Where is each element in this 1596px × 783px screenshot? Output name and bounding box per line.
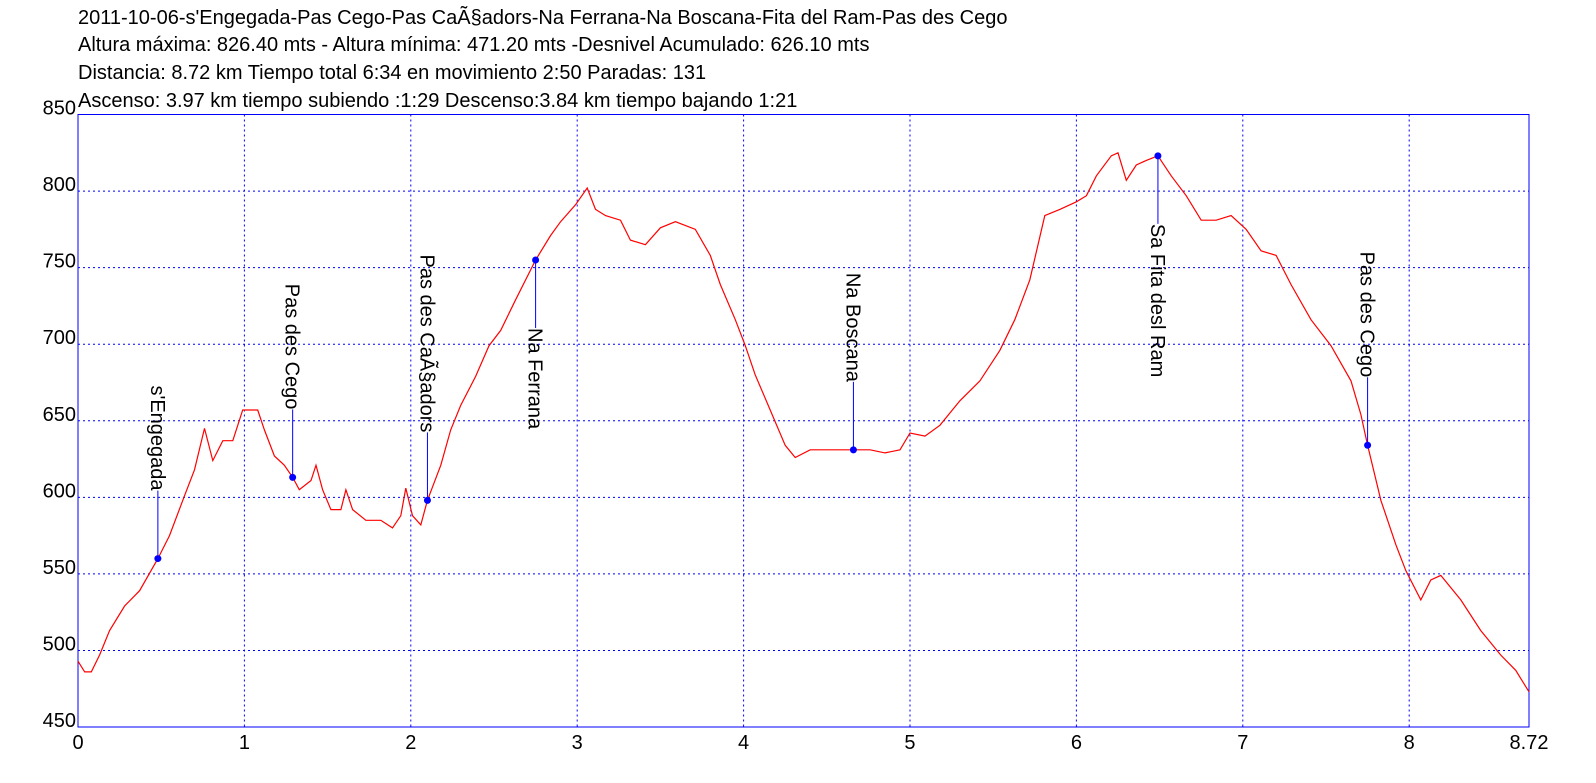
y-tick-label: 850 [43,98,76,120]
elevation-line [77,151,1530,693]
x-tick-label: 7 [1237,732,1248,754]
x-tick-label: 4 [738,732,749,754]
x-tick-label: 0 [72,732,83,754]
y-tick-label: 550 [43,557,76,579]
subtitle: Ascenso: 3.97 km tiempo subiendo :1:29 D… [78,90,797,112]
y-tick-label: 700 [43,327,76,349]
chart-title: 2011-10-06-s'Engegada-Pas Cego-Pas CaÃ§a… [78,5,1007,29]
y-tick-label: 450 [43,710,76,732]
x-tick-label: 6 [1071,732,1082,754]
waypoint-label: Pas des CaÃ§adors [415,254,439,432]
y-tick-label: 800 [43,174,76,196]
x-tick-label: 5 [904,732,915,754]
waypoint-marker [532,256,540,264]
waypoint-label: Pas des Cego [1356,252,1378,378]
waypoint-marker [1154,152,1162,160]
waypoint-marker [1364,441,1372,449]
x-tick-label: 8.72 [1510,732,1549,754]
x-tick-label: 2 [405,732,416,754]
waypoint-label: s'Engegada [146,386,168,492]
x-tick-label: 8 [1404,732,1415,754]
waypoint-marker [849,446,857,454]
x-tick-label: 1 [239,732,250,754]
waypoint-label: Na Boscana [841,273,863,383]
subtitle: Distancia: 8.72 km Tiempo total 6:34 en … [78,62,706,84]
waypoint-marker [154,555,162,563]
y-tick-label: 650 [43,404,76,426]
waypoint-label: Na Ferrana [524,328,546,430]
waypoint-label: Pas des Cego [281,284,303,410]
y-tick-label: 750 [43,251,76,273]
y-tick-label: 500 [43,633,76,655]
waypoint-marker [289,473,297,481]
x-tick-label: 3 [572,732,583,754]
waypoint-label: Sa Fita desl Ram [1146,224,1168,377]
y-tick-label: 600 [43,480,76,502]
plot-border [77,114,1530,728]
waypoint-marker [423,496,431,504]
subtitle: Altura máxima: 826.40 mts - Altura mínim… [78,34,869,56]
